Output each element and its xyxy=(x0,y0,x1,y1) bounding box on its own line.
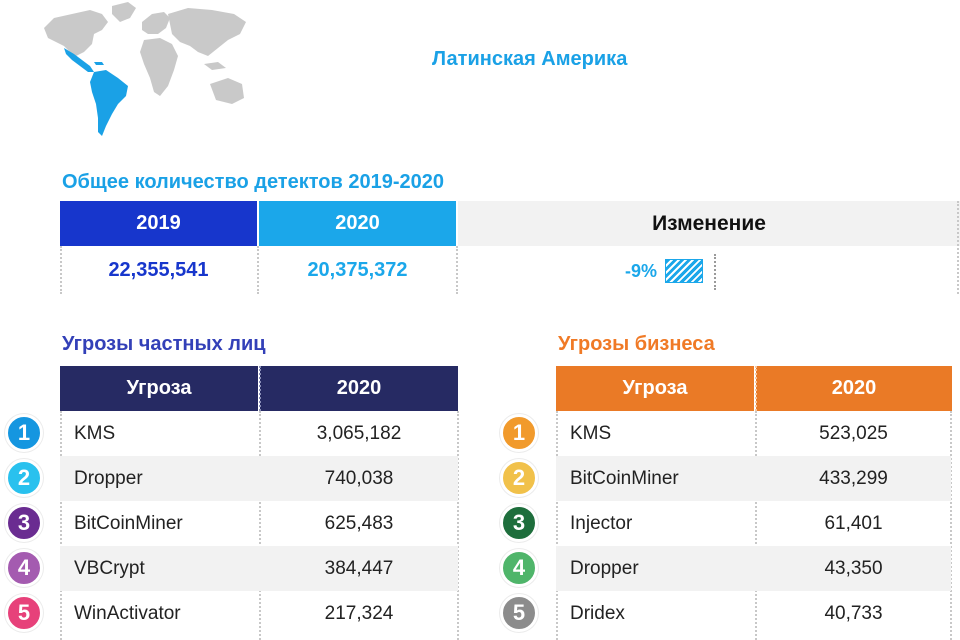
region-title: Латинская Америка xyxy=(432,48,628,70)
totals-change: -9% xyxy=(625,258,704,284)
threat-name: BitCoinMiner xyxy=(74,512,183,534)
totals-divider xyxy=(456,246,458,294)
change-baseline xyxy=(714,254,716,290)
totals-change-bar xyxy=(665,259,704,283)
business-table-divider xyxy=(755,411,757,640)
totals-divider xyxy=(957,201,959,294)
totals-header-2020: 2020 xyxy=(259,201,456,246)
totals-value-2020: 20,375,372 xyxy=(307,258,408,281)
caribbean-shape xyxy=(94,62,104,65)
threat-name: Dropper xyxy=(570,557,639,579)
consumer-table-divider xyxy=(259,411,261,640)
business-header-year: 2020 xyxy=(756,366,952,411)
totals-change-value: -9% xyxy=(625,260,658,281)
consumer-header-year: 2020 xyxy=(260,366,458,411)
rank-badge: 5 xyxy=(5,594,43,632)
asia-shape xyxy=(168,8,246,56)
threat-name: WinActivator xyxy=(74,602,181,624)
table-row: BitCoinMiner 625,483 xyxy=(60,501,458,546)
africa-shape xyxy=(140,38,178,96)
threat-count: 61,401 xyxy=(824,512,883,534)
threat-name: Dridex xyxy=(570,602,625,624)
table-row: Dropper 43,350 xyxy=(556,546,951,591)
threat-count: 40,733 xyxy=(824,602,883,624)
rank-badge: 1 xyxy=(5,414,43,452)
central-america-shape xyxy=(64,48,94,72)
business-header-divider xyxy=(755,366,757,411)
threat-name: Injector xyxy=(570,512,633,534)
rank-badge: 4 xyxy=(5,549,43,587)
table-row: VBCrypt 384,447 xyxy=(60,546,458,591)
table-row: Dropper 740,038 xyxy=(60,456,458,501)
north-america-shape xyxy=(44,10,108,56)
threat-count: 384,447 xyxy=(324,557,394,579)
south-america-shape xyxy=(90,70,128,136)
indonesia-shape xyxy=(204,62,226,70)
rank-badge: 4 xyxy=(500,549,538,587)
rank-badge: 3 xyxy=(500,504,538,542)
threat-count: 43,350 xyxy=(824,557,883,579)
threat-name: KMS xyxy=(570,422,612,444)
consumer-table-border xyxy=(60,411,62,640)
threat-count: 625,483 xyxy=(324,512,394,534)
totals-section-title: Общее количество детектов 2019-2020 xyxy=(62,171,444,193)
threat-name: KMS xyxy=(74,422,116,444)
table-row: KMS 3,065,182 xyxy=(60,411,458,456)
business-table-border xyxy=(556,411,558,640)
greenland-shape xyxy=(112,2,136,22)
totals-divider xyxy=(60,246,62,294)
consumer-header-divider xyxy=(259,366,261,411)
rank-badge: 2 xyxy=(5,459,43,497)
table-row: WinActivator 217,324 xyxy=(60,591,458,636)
consumer-header-threat: Угроза xyxy=(60,366,258,411)
threat-count: 217,324 xyxy=(324,602,394,624)
business-threats-title: Угрозы бизнеса xyxy=(558,333,715,355)
threat-name: BitCoinMiner xyxy=(570,467,679,489)
world-map-icon xyxy=(44,2,246,136)
rank-badge: 5 xyxy=(500,594,538,632)
threat-name: Dropper xyxy=(74,467,143,489)
table-row: Dridex 40,733 xyxy=(556,591,951,636)
rank-badge: 2 xyxy=(500,459,538,497)
threat-count: 523,025 xyxy=(819,422,888,444)
threat-name: VBCrypt xyxy=(74,557,145,579)
threat-count: 3,065,182 xyxy=(316,422,402,444)
rank-badge: 3 xyxy=(5,504,43,542)
business-header-threat: Угроза xyxy=(556,366,754,411)
threat-count: 433,299 xyxy=(819,467,888,489)
totals-value-2019: 22,355,541 xyxy=(108,258,209,281)
rank-badge: 1 xyxy=(500,414,538,452)
threat-count: 740,038 xyxy=(324,467,394,489)
table-row: BitCoinMiner 433,299 xyxy=(556,456,951,501)
totals-header-change: Изменение xyxy=(458,201,960,246)
europe-shape xyxy=(142,12,170,34)
business-table-border xyxy=(950,411,952,640)
australia-shape xyxy=(210,78,244,104)
consumer-table-border xyxy=(457,411,459,640)
consumer-threats-title: Угрозы частных лиц xyxy=(62,333,266,355)
table-row: Injector 61,401 xyxy=(556,501,951,546)
totals-header-2019: 2019 xyxy=(60,201,257,246)
table-row: KMS 523,025 xyxy=(556,411,951,456)
totals-divider xyxy=(257,246,259,294)
